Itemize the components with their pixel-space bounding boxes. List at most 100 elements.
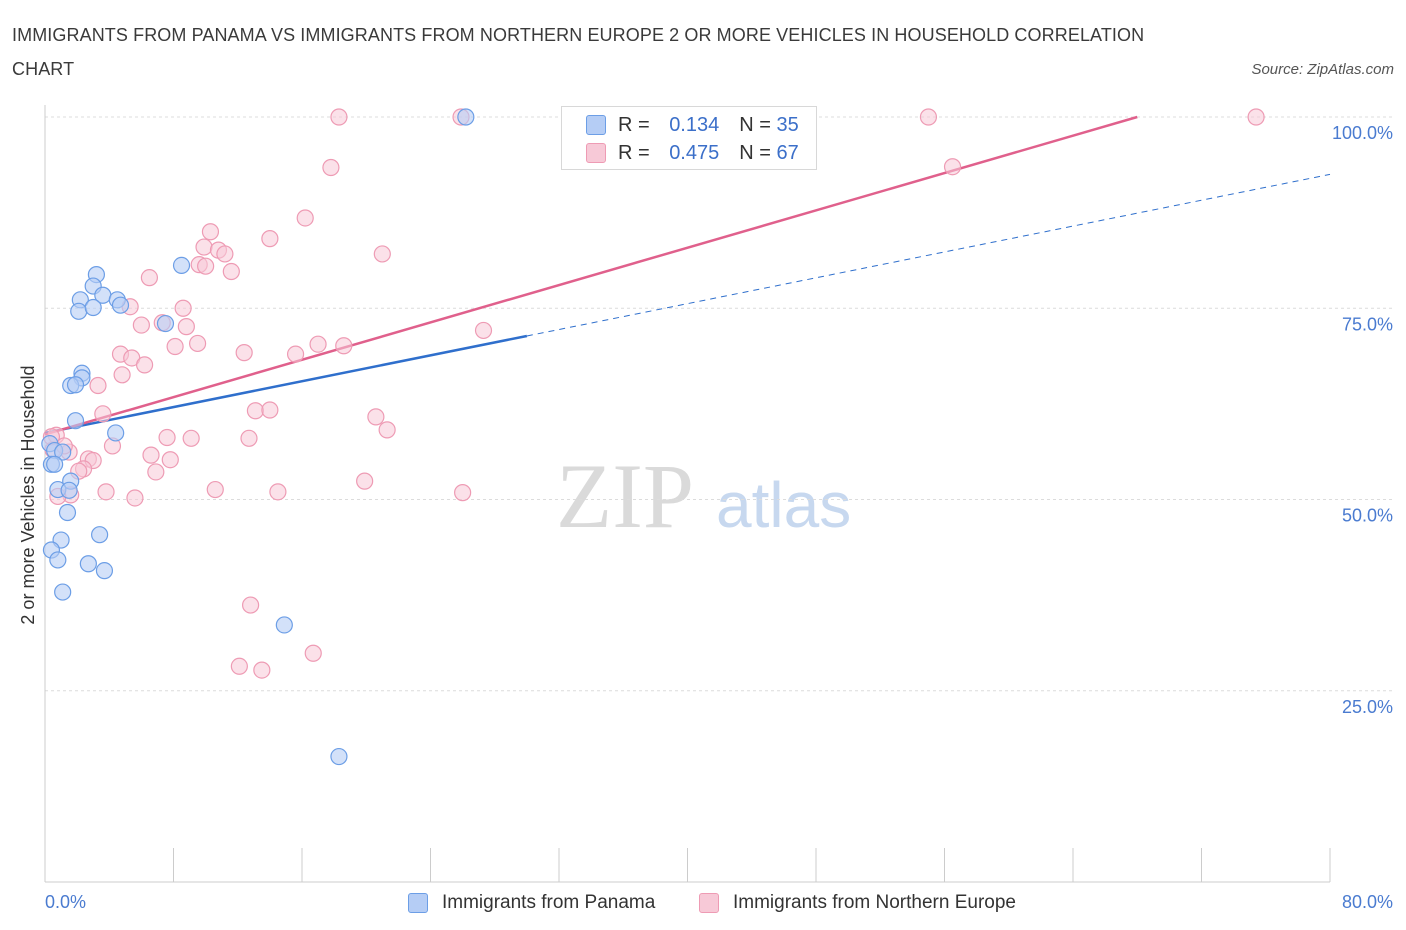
point-northern-europe [216,245,234,263]
point-northern-europe [296,209,314,227]
point-northern-europe [242,596,260,614]
legend-swatch-northern-europe [586,143,606,163]
chart-title: IMMIGRANTS FROM PANAMA VS IMMIGRANTS FRO… [12,25,1145,79]
point-northern-europe [197,257,215,275]
point-northern-europe [943,158,962,176]
tick-labels: 25.0% 50.0% 75.0% 100.0% 0.0% 80.0% [45,123,1393,912]
point-northern-europe [174,299,192,317]
point-northern-europe [97,483,115,501]
point-northern-europe [182,429,200,447]
point-northern-europe [378,421,396,439]
point-panama [79,555,97,573]
point-northern-europe [201,223,220,241]
point-northern-europe [261,230,279,248]
point-northern-europe [132,316,150,334]
point-northern-europe [126,489,144,507]
legend-item-panama[interactable]: Immigrants from Panama [408,888,655,918]
point-panama [95,562,114,580]
point-panama [49,551,67,569]
point-northern-europe [269,483,287,501]
n-label: N = [739,113,771,136]
point-northern-europe [188,334,207,353]
legend-swatch-panama [586,115,606,135]
data-points [41,108,1265,766]
legend-swatch-northern-europe [699,893,719,913]
trend-line-panama [44,334,528,435]
point-northern-europe [246,402,265,420]
point-northern-europe [919,108,938,126]
legend-row-northern-europe: R = 0.475 N = 67 [586,139,799,167]
point-northern-europe [113,366,131,384]
point-panama [60,481,78,499]
point-northern-europe [161,451,179,469]
point-northern-europe [206,480,224,499]
point-northern-europe [142,446,160,464]
point-panama [54,583,72,601]
point-northern-europe [94,405,112,423]
point-northern-europe [356,472,374,490]
watermark-atlas: atlas [716,469,851,541]
point-northern-europe [335,337,353,355]
point-panama [111,296,130,314]
point-northern-europe [166,337,184,356]
y-axis-label: 2 or more Vehicles in Household [18,365,38,624]
point-northern-europe [89,376,107,395]
n-value-panama: 35 [776,113,799,136]
y-tick-label: 25.0% [1342,697,1393,717]
point-panama [70,302,88,320]
point-northern-europe [135,356,154,374]
point-panama [84,298,102,317]
r-value-panama: 0.134 [669,113,720,136]
r-label: R = [618,113,650,136]
point-panama [107,424,125,442]
legend-label-panama: Immigrants from Panama [442,892,656,913]
point-northern-europe [230,657,248,675]
axes [44,105,1331,883]
x-tick-label: 0.0% [45,892,86,912]
legend-label-northern-europe: Immigrants from Northern Europe [733,892,1016,913]
point-panama [91,526,109,544]
legend-item-northern-europe[interactable]: Immigrants from Northern Europe [699,888,1016,918]
n-label: N = [739,141,771,164]
point-northern-europe [147,463,165,481]
point-panama [66,376,85,394]
point-northern-europe [261,401,279,419]
point-panama [156,314,175,333]
point-northern-europe [367,408,385,426]
point-northern-europe [474,321,493,340]
legend-swatch-panama [408,893,428,913]
r-value-northern-europe: 0.475 [669,141,720,164]
point-panama [66,412,85,430]
r-label: R = [618,141,650,164]
zipatlas-watermark: ZIP atlas [556,445,851,547]
point-panama [275,616,293,634]
point-northern-europe [253,661,271,679]
point-northern-europe [304,644,322,662]
y-tick-label: 50.0% [1342,506,1393,526]
n-value-northern-europe: 67 [776,141,799,164]
point-northern-europe [1247,108,1265,126]
point-northern-europe [177,318,195,336]
point-northern-europe [158,428,176,447]
point-northern-europe [240,429,258,447]
point-northern-europe [222,262,240,281]
correlation-legend: R = 0.134 N = 35 R = 0.475 N = 67 [561,106,817,170]
point-panama [46,455,64,473]
point-panama [457,108,475,126]
point-panama [58,503,77,522]
point-northern-europe [235,344,253,362]
point-northern-europe [454,484,472,502]
source-note: Source: ZipAtlas.com [1251,61,1394,78]
legend-row-panama: R = 0.134 N = 35 [586,111,799,139]
point-northern-europe [373,245,391,263]
point-northern-europe [195,238,213,256]
point-northern-europe [322,158,340,177]
point-panama [172,256,191,275]
point-northern-europe [330,108,348,126]
point-panama [54,443,72,461]
x-tick-label: 80.0% [1342,892,1393,912]
point-northern-europe [140,269,159,287]
watermark-zip: ZIP [556,445,694,547]
gridlines [45,116,1395,692]
